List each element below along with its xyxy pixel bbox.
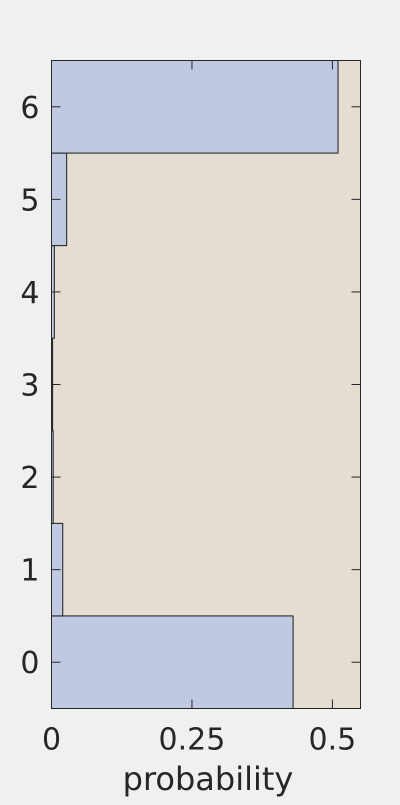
- y-tick-label-6: 6: [20, 91, 39, 126]
- bar-6: [51, 60, 339, 154]
- y-tick-label-0: 0: [20, 646, 39, 681]
- y-tick-label-3: 3: [20, 369, 39, 404]
- bar-0: [51, 615, 294, 710]
- y-tick-label-4: 4: [20, 276, 39, 311]
- y-tick-label-5: 5: [20, 183, 39, 218]
- y-tick-label-1: 1: [20, 554, 39, 589]
- y-tick-label-2: 2: [20, 461, 39, 496]
- x-tick-label-2: 0.5: [309, 723, 357, 758]
- x-tick-label-1: 0.25: [159, 723, 226, 758]
- x-tick-label-0: 0: [42, 723, 61, 758]
- plot-frame: [51, 60, 361, 709]
- tick-labels-group: 0 1 2 3 4 5 6 0 0.25 0.5: [20, 91, 356, 758]
- plot-area: [51, 60, 361, 709]
- x-axis-label: probability: [123, 760, 294, 798]
